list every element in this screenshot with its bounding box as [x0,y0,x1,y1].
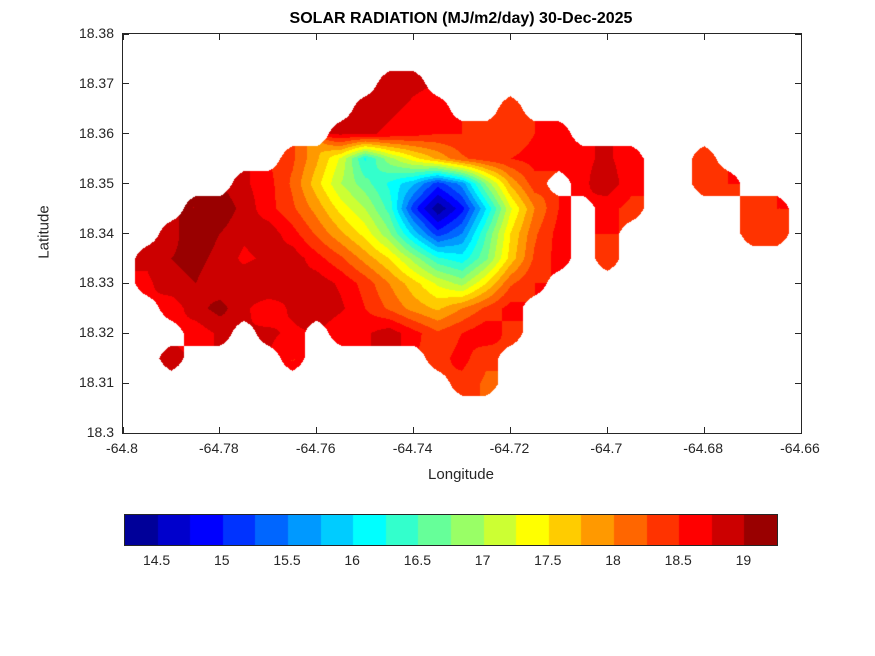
x-tick-mark [219,427,221,433]
x-tick-label: -64.72 [489,440,530,456]
colorbar-tick-label: 14.5 [142,552,171,568]
x-tick-mark [413,34,415,40]
colorbar-tick-label: 19 [735,552,752,568]
y-tick-label: 18.38 [78,25,114,41]
x-axis-label: Longitude [428,466,494,483]
y-tick-mark [123,382,129,384]
y-tick-mark [795,183,801,185]
y-tick-label: 18.32 [78,324,114,341]
x-tick-label: -64.78 [198,440,239,456]
y-axis-label: Latitude [35,205,53,259]
x-tick-mark [800,34,802,40]
y-tick-mark [123,133,129,135]
colorbar-tick-label: 17.5 [534,552,562,568]
y-tick-mark [795,83,801,85]
x-tick-mark [509,427,511,433]
colorbar [124,514,778,546]
x-tick-label: -64.68 [683,440,723,456]
y-tick-mark [795,33,801,35]
y-tick-mark [123,233,129,234]
y-tick-label: 18.33 [78,274,114,291]
x-tick-mark [122,427,124,433]
colorbar-tick-label: 16.5 [403,552,432,568]
colorbar-tick-label: 15.5 [273,552,301,568]
x-tick-mark [122,34,124,40]
y-tick-mark [795,282,801,284]
y-tick-mark [123,332,129,334]
y-tick-mark [795,432,801,434]
x-tick-mark [316,427,318,433]
x-tick-label: -64.7 [590,440,623,456]
y-tick-mark [123,282,129,284]
y-tick-mark [795,233,801,234]
x-tick-mark [316,34,318,40]
x-tick-mark [800,427,802,433]
x-tick-label: -64.74 [392,440,433,456]
x-tick-label: -64.8 [106,440,138,456]
colorbar-tick-label: 15 [214,552,230,568]
y-tick-mark [795,382,801,384]
y-tick-mark [795,332,801,334]
y-tick-label: 18.37 [78,74,114,91]
contour-canvas [123,34,801,433]
y-tick-mark [123,33,129,35]
chart-title: SOLAR RADIATION (MJ/m2/day) 30-Dec-2025 [289,10,633,27]
colorbar-canvas [125,515,777,545]
y-tick-label: 18.36 [78,124,114,141]
colorbar-tick-label: 18.5 [664,552,692,568]
x-tick-mark [606,34,608,40]
y-tick-label: 18.35 [78,174,114,191]
y-tick-mark [123,183,129,185]
y-tick-label: 18.34 [78,224,114,241]
x-tick-label: -64.76 [295,440,336,456]
x-tick-mark [413,427,415,433]
x-tick-mark [606,427,608,433]
colorbar-tick-label: 17 [474,552,491,568]
x-tick-mark [219,34,221,40]
y-tick-mark [123,83,129,85]
y-tick-mark [795,133,801,135]
plot-area [122,33,802,434]
x-tick-mark [703,34,705,40]
x-tick-mark [509,34,511,40]
y-tick-mark [123,432,129,434]
y-tick-label: 18.3 [86,424,114,440]
colorbar-tick-label: 18 [605,552,621,568]
x-tick-label: -64.66 [780,440,820,456]
y-tick-label: 18.31 [78,374,114,391]
colorbar-tick-label: 16 [344,552,360,568]
x-tick-mark [703,427,705,433]
